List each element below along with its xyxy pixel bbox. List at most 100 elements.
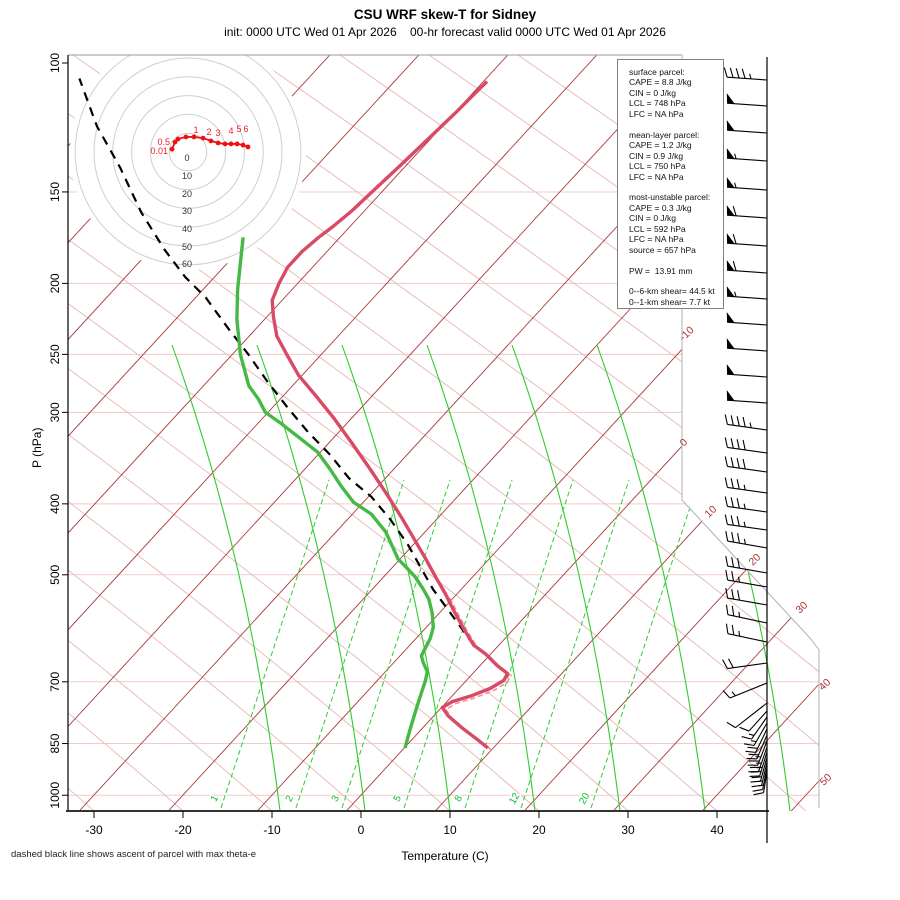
isotherm-label: 0 (678, 436, 691, 449)
hodograph-ring-label: 0 (184, 153, 189, 163)
wind-barb (725, 587, 768, 606)
y-tick-label: 200 (48, 273, 62, 293)
isotherm-label: 20 (747, 551, 764, 568)
hodograph-height-label: 5 (236, 124, 241, 134)
virtual-temp-curve (444, 595, 513, 751)
moist-adiabats-group (171, 344, 819, 811)
isotherm-label: 10 (703, 503, 720, 520)
profiles (78, 78, 513, 751)
wind-barb (726, 338, 768, 352)
wind-barb (747, 740, 768, 766)
x-tick-label: -30 (85, 823, 103, 837)
wind-barb (726, 148, 768, 162)
wind-barb (726, 233, 768, 247)
wind-barb (726, 390, 768, 404)
hodograph: 0 10 20 30 40 50 60 0.010.5 1 2 3 4 5 6 (70, 55, 306, 270)
wind-barb (725, 530, 768, 549)
y-tick-label: 850 (48, 733, 62, 753)
hodograph-ring-label: 10 (182, 171, 192, 181)
wind-barb (724, 477, 768, 494)
parcel-info-line: LFC = NA hPa (629, 234, 684, 245)
y-tick-label: 700 (48, 671, 62, 691)
parcel-info-line (629, 255, 723, 265)
x-tick-label: 20 (532, 823, 546, 837)
wind-barb (726, 177, 768, 191)
parcel-info-line (629, 119, 723, 129)
parcel-info-line: LFC = NA hPa (629, 171, 684, 182)
parcel-info-line: LFC = NA hPa (629, 108, 684, 119)
wind-barb (726, 364, 768, 378)
x-tick-label: 30 (621, 823, 635, 837)
y-tick-label: 1000 (48, 782, 62, 809)
wind-barb (753, 770, 768, 796)
hodograph-height-label: 0.5 (157, 137, 170, 147)
wind-barb (723, 67, 768, 81)
wind-barb (724, 456, 768, 473)
parcel-info-box: surface parcel: CAPE = 8.8 J/kg CIN = 0 J/… (617, 59, 724, 309)
wind-barb (724, 414, 768, 431)
parcel-info-line: source = 657 hPa (629, 244, 696, 255)
mixing-ratio-label: 20 (577, 791, 592, 807)
temperature-curve (270, 80, 510, 750)
parcel-info-line: CAPE = 1.2 J/kg (629, 140, 692, 151)
parcel-info-line: CIN = 0 J/kg (629, 87, 677, 98)
wind-barb (746, 734, 768, 760)
chart-title: CSU WRF skew-T for Sidney (353, 7, 537, 22)
wind-barb (749, 751, 768, 778)
hodograph-height-label: 0.01 (150, 146, 168, 156)
y-tick-label: 100 (48, 53, 62, 73)
parcel-info-line: most-unstable parcel: (629, 192, 711, 203)
wind-barb (724, 437, 768, 454)
y-tick-label: 400 (48, 494, 62, 514)
wind-barb (724, 496, 768, 513)
x-tick-label: -20 (174, 823, 192, 837)
parcel-info-line: LCL = 748 hPa (629, 98, 686, 109)
wind-barb (752, 766, 768, 792)
wind-barb (741, 716, 768, 740)
isotherm-label: 30 (794, 599, 811, 616)
wind-barbs-group (722, 57, 768, 843)
y-tick-label: 500 (48, 564, 62, 584)
wind-barb (726, 205, 768, 219)
parcel-info-line: surface parcel: (629, 67, 685, 77)
plot-boundary (68, 54, 820, 808)
wind-barb (739, 710, 768, 732)
hodograph-height-label: 6 (243, 124, 248, 134)
footer-note: dashed black line shows ascent of parcel… (11, 849, 257, 860)
wind-barb (726, 312, 768, 326)
parcel-info-line (629, 276, 723, 286)
parcel-info-line: CIN = 0.9 J/kg (629, 150, 684, 161)
wind-barb (726, 702, 768, 729)
isotherm-label: 50 (818, 771, 835, 788)
y-axis-label: P (hPa) (30, 427, 44, 468)
x-tick-label: 10 (443, 823, 457, 837)
hodograph-ring-label: 40 (182, 224, 192, 234)
wind-barb (724, 514, 768, 531)
wind-barb (745, 728, 768, 753)
parcel-info-line (629, 182, 723, 192)
hodograph-height-label: 4 (228, 126, 233, 136)
parcel-info-line: CIN = 0 J/kg (629, 213, 677, 224)
mixing-ratio-labels-group: 1 2 3 5 8 12 20 (207, 789, 594, 808)
mixing-ratio-label: 12 (507, 791, 522, 807)
parcel-info-line: 0--6-km shear= 44.5 kt (629, 286, 715, 297)
parcel-info-line: CAPE = 0.3 J/kg (629, 202, 692, 213)
hodograph-height-label: 1 (193, 125, 198, 135)
dewpoint-curve (235, 237, 435, 749)
hodograph-ring-label: 50 (182, 242, 192, 252)
chart-subtitle: init: 0000 UTC Wed 01 Apr 2026 00-hr for… (224, 25, 666, 39)
mixing-ratio-group (220, 479, 700, 809)
x-tick-label: 0 (358, 823, 365, 837)
x-tick-label: -10 (263, 823, 281, 837)
wind-barb (743, 722, 768, 747)
hodograph-ring-label: 30 (182, 206, 192, 216)
wind-barb (722, 658, 768, 670)
hodograph-ring-label: 60 (182, 259, 192, 269)
hodograph-ring-label: 20 (182, 189, 192, 199)
wind-barb (725, 604, 768, 624)
parcel-info-line: mean-layer parcel: (629, 129, 700, 140)
